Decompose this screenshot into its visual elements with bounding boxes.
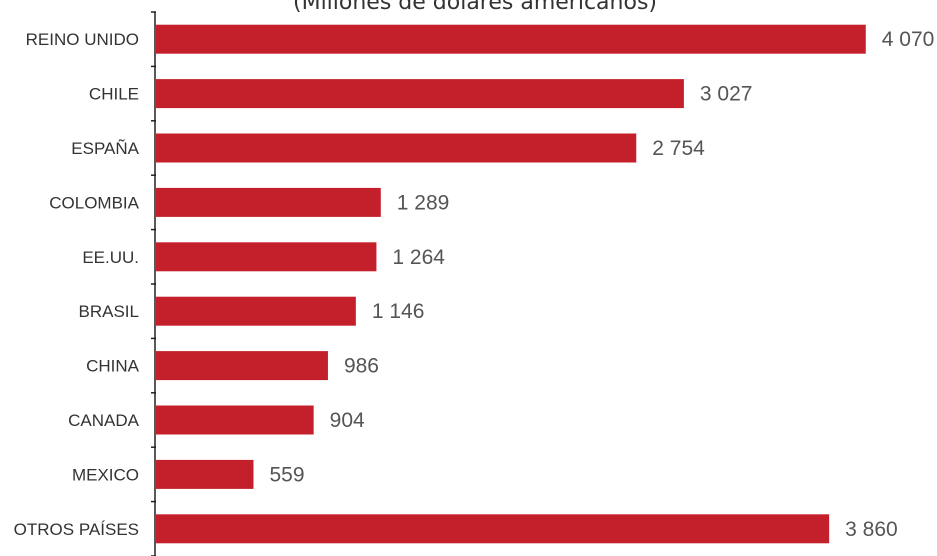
value-label: 3 860 — [845, 518, 898, 541]
bars-group: REINO UNIDO 4 070 CHILE 3 027 ESPAÑA 2 754 COL… — [14, 24, 935, 544]
bar — [156, 24, 866, 54]
bar — [156, 514, 830, 544]
value-label: 904 — [330, 409, 365, 432]
bar — [156, 296, 356, 326]
category-label: REINO UNIDO — [26, 30, 139, 49]
category-label: COLOMBIA — [49, 193, 139, 212]
category-label: ESPAÑA — [71, 139, 139, 158]
y-axis-ticks — [151, 11, 156, 556]
value-label: 1 264 — [392, 246, 445, 269]
chart-subtitle: (Millones de dólares americanos) — [293, 0, 657, 15]
value-label: 4 070 — [882, 28, 935, 51]
category-label: BRASIL — [79, 302, 139, 321]
bar — [156, 187, 381, 217]
bar — [156, 242, 377, 272]
bar — [156, 459, 254, 489]
bar — [156, 351, 328, 381]
category-label: EE.UU. — [82, 248, 139, 267]
bar — [156, 133, 637, 163]
value-label: 1 289 — [397, 191, 450, 214]
category-label: MEXICO — [72, 465, 139, 484]
bar — [156, 405, 314, 435]
value-label: 2 754 — [652, 137, 705, 160]
category-label: CHILE — [89, 85, 139, 104]
bar — [156, 79, 684, 109]
category-label: CANADA — [68, 411, 140, 430]
value-label: 1 146 — [372, 300, 425, 323]
value-label: 559 — [269, 463, 304, 486]
category-label: OTROS PAÍSES — [14, 520, 139, 539]
category-label: CHINA — [86, 357, 140, 376]
value-label: 986 — [344, 355, 379, 378]
value-label: 3 027 — [700, 83, 753, 106]
